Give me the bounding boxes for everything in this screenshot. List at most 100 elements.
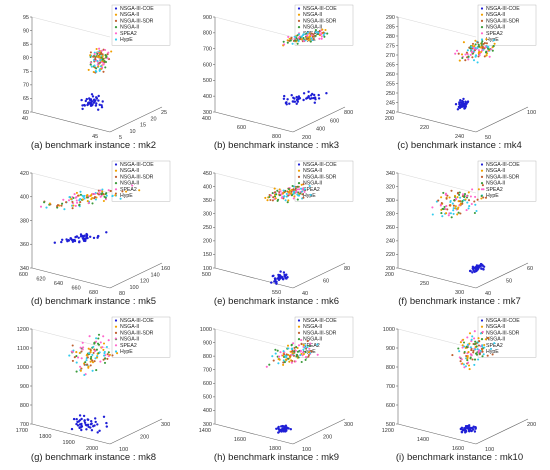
- z-tick-label: 280: [386, 34, 395, 40]
- point-nsga-iii-coe: [85, 428, 88, 431]
- point-nsga-iii-sdr: [471, 358, 474, 361]
- point-hype: [466, 343, 469, 346]
- point-nsga-iii-coe: [90, 420, 93, 423]
- point-nsga-iii-coe: [278, 430, 281, 433]
- z-tick-label: 400: [20, 195, 29, 201]
- z-tick-label: 340: [386, 171, 395, 177]
- point-nsga-iii-sdr: [486, 337, 489, 340]
- point-nsga-ii: [296, 350, 299, 353]
- point-nsga-iii-coe: [282, 271, 286, 274]
- point-hype: [98, 351, 101, 354]
- point-nsga-iii-coe: [271, 274, 274, 278]
- point-spea2: [444, 193, 447, 196]
- legend-entry: NSGA-II: [120, 337, 139, 343]
- point-nsga-iii-coe: [458, 106, 461, 110]
- point-nsga-iii-coe: [275, 282, 278, 285]
- point-hype: [431, 213, 434, 216]
- legend-entry: SPEA2: [120, 187, 137, 193]
- point-nsga-iii-coe: [80, 428, 83, 432]
- legend-entry: NSGA-III-SDR: [486, 330, 520, 336]
- point-nsga-ii: [75, 355, 78, 358]
- point-nsga-ii: [463, 350, 466, 354]
- x-tick-label: 1200: [382, 428, 394, 434]
- point-spea2: [107, 339, 110, 342]
- point-nsga-iii-coe: [296, 100, 299, 103]
- point-nsga-iii-coe: [90, 93, 94, 96]
- point-nsga-iii-coe: [67, 239, 70, 242]
- z-tick-label: 285: [386, 24, 395, 30]
- point-nsga-iii-sdr: [287, 194, 290, 197]
- point-spea2: [290, 361, 293, 364]
- chart-svg-9: 500 600 700 800 900 1000 1200 1400 1600 100 200 NSG…: [382, 316, 537, 453]
- point-nsga-ii: [463, 196, 466, 199]
- point-nsga-iii-coe: [96, 423, 99, 426]
- legend-marker: [480, 32, 484, 35]
- point-spea2: [294, 349, 297, 352]
- legend-entry: HypE: [486, 193, 499, 199]
- point-hype: [274, 352, 277, 355]
- point-nsga-ii: [108, 353, 111, 356]
- point-nsga-ii: [299, 192, 302, 195]
- point-nsga-ii: [300, 38, 304, 41]
- y-tick-label: 200: [323, 435, 332, 441]
- axes: 340 360 380 400 420 600 620 640 660 680 80 10012014…: [19, 171, 170, 297]
- chart-panel-2: 300 400 500 600 700 800 900 400 600 800 200 400 600 8…: [185, 2, 368, 158]
- point-nsga-iii-sdr: [470, 349, 473, 352]
- point-nsga-iii-sdr: [73, 356, 76, 359]
- point-spea2: [456, 49, 459, 52]
- point-nsga-iii-coe: [463, 427, 467, 430]
- z-tick-label: 800: [20, 403, 29, 409]
- point-nsga-ii: [321, 28, 324, 31]
- point-nsga-iii-sdr: [448, 204, 451, 207]
- point-hype: [87, 352, 91, 355]
- point-spea2: [102, 335, 105, 338]
- point-nsga-ii: [278, 358, 281, 361]
- point-hype: [310, 37, 313, 40]
- point-nsga-ii: [291, 352, 294, 355]
- point-hype: [291, 42, 294, 45]
- point-nsga-iii-sdr: [481, 47, 484, 50]
- point-nsga-iii-coe: [476, 265, 479, 268]
- point-nsga-ii: [84, 361, 87, 364]
- point-hype: [95, 337, 98, 340]
- point-nsga-iii-coe: [94, 417, 97, 420]
- x-tick-label: 1600: [452, 446, 464, 452]
- point-nsga-iii-sdr: [272, 196, 275, 199]
- legend-entry: HypE: [120, 193, 133, 199]
- point-hype: [277, 362, 280, 365]
- point-nsga-iii-sdr: [457, 52, 460, 55]
- point-hype: [105, 194, 108, 197]
- point-spea2: [74, 196, 77, 199]
- z-tick-label: 260: [386, 225, 395, 231]
- y-tick-label: 400: [316, 127, 325, 133]
- point-nsga-ii: [467, 191, 470, 194]
- point-hype: [282, 189, 285, 192]
- point-hype: [282, 195, 286, 198]
- z-tick-label: 250: [386, 91, 395, 97]
- point-nsga-iii-coe: [298, 97, 302, 100]
- point-spea2: [439, 204, 442, 207]
- point-nsga-ii: [110, 50, 113, 53]
- point-nsga-ii: [324, 28, 327, 32]
- point-nsga-ii: [87, 366, 90, 369]
- point-nsga-iii-coe: [313, 93, 316, 97]
- legend-entry: SPEA2: [486, 31, 503, 37]
- point-hype: [63, 208, 66, 211]
- point-spea2: [447, 214, 450, 217]
- point-nsga-iii-coe: [97, 108, 100, 111]
- legend-entry: NSGA-III-SDR: [303, 330, 337, 336]
- legend-entry: NSGA-III-COE: [120, 162, 154, 168]
- y-tick-label: 100: [130, 285, 139, 291]
- point-spea2: [100, 49, 103, 52]
- point-nsga-ii: [314, 34, 317, 37]
- point-spea2: [81, 341, 84, 344]
- legend-marker: [480, 163, 484, 166]
- point-nsga-iii-sdr: [92, 55, 95, 58]
- point-spea2: [104, 48, 107, 52]
- point-nsga-ii: [138, 189, 141, 192]
- z-tick-label: 1000: [200, 327, 212, 333]
- point-nsga-ii: [72, 196, 75, 200]
- point-nsga-ii: [454, 207, 457, 210]
- point-hype: [309, 193, 312, 196]
- point-hype: [317, 31, 320, 34]
